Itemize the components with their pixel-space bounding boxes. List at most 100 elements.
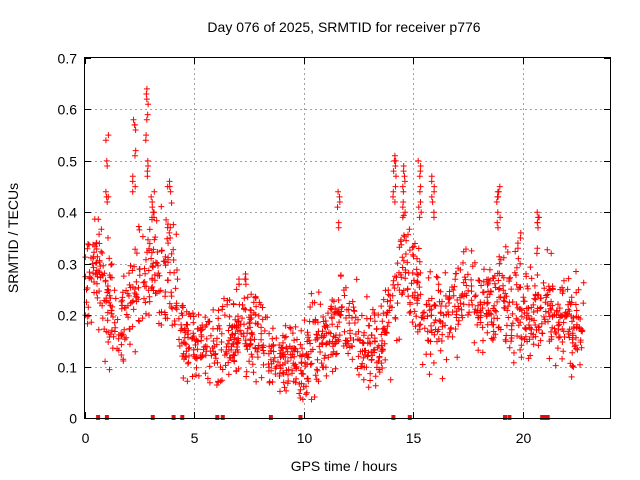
data-point: [131, 121, 138, 128]
data-point: [530, 301, 537, 308]
data-point: [415, 245, 422, 252]
data-point: [352, 314, 359, 321]
data-point: [379, 346, 386, 353]
data-point: [303, 383, 309, 390]
data-point: [135, 284, 142, 291]
data-point: [400, 188, 407, 195]
data-point: [221, 312, 228, 319]
data-point: [93, 260, 99, 267]
data-point: [236, 276, 242, 283]
data-point: [96, 231, 103, 238]
data-point: [314, 335, 321, 342]
data-point: [218, 346, 225, 353]
data-point: [409, 319, 416, 326]
data-point: [120, 273, 127, 280]
data-point: [513, 281, 520, 288]
data-point: [280, 371, 287, 377]
data-point: [249, 361, 256, 368]
data-point: [271, 354, 278, 361]
data-point: [365, 349, 372, 356]
data-point: [94, 294, 101, 301]
data-point: [511, 349, 517, 356]
data-point: [297, 367, 304, 374]
data-point: [572, 301, 579, 308]
data-point: [82, 273, 89, 280]
data-point: [475, 302, 481, 309]
data-point: [123, 311, 130, 318]
data-point: [383, 312, 390, 319]
data-point: [101, 326, 108, 333]
data-point: [520, 298, 527, 305]
data-point: [489, 275, 496, 281]
data-point: [158, 322, 165, 328]
data-point: [513, 301, 520, 308]
data-point: [173, 302, 180, 309]
data-point: [297, 395, 304, 401]
data-point: [509, 310, 516, 317]
data-point: [364, 352, 371, 359]
data-point: [193, 372, 199, 379]
data-point: [325, 310, 331, 317]
data-point: [553, 330, 560, 337]
data-point: [359, 339, 366, 346]
data-point: [151, 209, 157, 216]
data-point: [150, 246, 157, 253]
data-point: [446, 294, 453, 301]
data-point: [577, 339, 584, 346]
data-point: [129, 188, 136, 195]
data-point: [511, 269, 518, 276]
data-point: [179, 312, 186, 319]
data-point: [323, 322, 330, 329]
data-point: [406, 309, 413, 316]
data-point: [378, 342, 385, 349]
data-point: [166, 229, 173, 236]
data-point: [460, 259, 466, 266]
data-point: [534, 219, 541, 226]
data-point: [457, 294, 464, 301]
data-point: [401, 178, 408, 185]
data-point: [248, 291, 255, 298]
data-point: [264, 314, 271, 321]
data-point: [135, 317, 142, 324]
data-point: [136, 226, 143, 233]
y-tick-label: 0.2: [58, 308, 78, 324]
data-point: [486, 266, 493, 273]
data-point: [332, 365, 339, 372]
data-point: [112, 295, 119, 302]
data-point: [372, 373, 379, 380]
data-point: [174, 276, 181, 283]
data-point: [527, 352, 534, 359]
data-point: [455, 265, 462, 272]
data-point: [178, 321, 185, 328]
data-point: [531, 282, 538, 289]
y-tick-label: 0.6: [58, 102, 78, 118]
data-point: [334, 323, 341, 330]
data-point: [458, 312, 465, 319]
data-point: [168, 200, 175, 206]
data-point: [535, 224, 541, 231]
data-point: [375, 311, 382, 318]
data-point: [133, 250, 140, 257]
data-point: [531, 295, 538, 302]
data-point: [477, 299, 484, 306]
data-point: [279, 332, 286, 339]
data-point: [449, 333, 456, 340]
data-point: [578, 344, 585, 351]
data-point: [537, 304, 544, 311]
data-point: [538, 320, 545, 327]
data-point: [259, 316, 266, 323]
data-point: [502, 243, 509, 250]
data-point: [165, 240, 172, 247]
data-point: [339, 303, 346, 310]
data-point: [452, 270, 459, 277]
data-point: [404, 286, 411, 293]
data-point: [146, 298, 153, 305]
data-point: [431, 331, 438, 338]
data-point: [297, 341, 304, 348]
data-point: [229, 331, 236, 338]
data-point: [399, 214, 406, 221]
data-point: [258, 374, 265, 381]
data-point: [474, 321, 481, 328]
data-point: [174, 267, 180, 273]
data-point: [258, 324, 265, 331]
